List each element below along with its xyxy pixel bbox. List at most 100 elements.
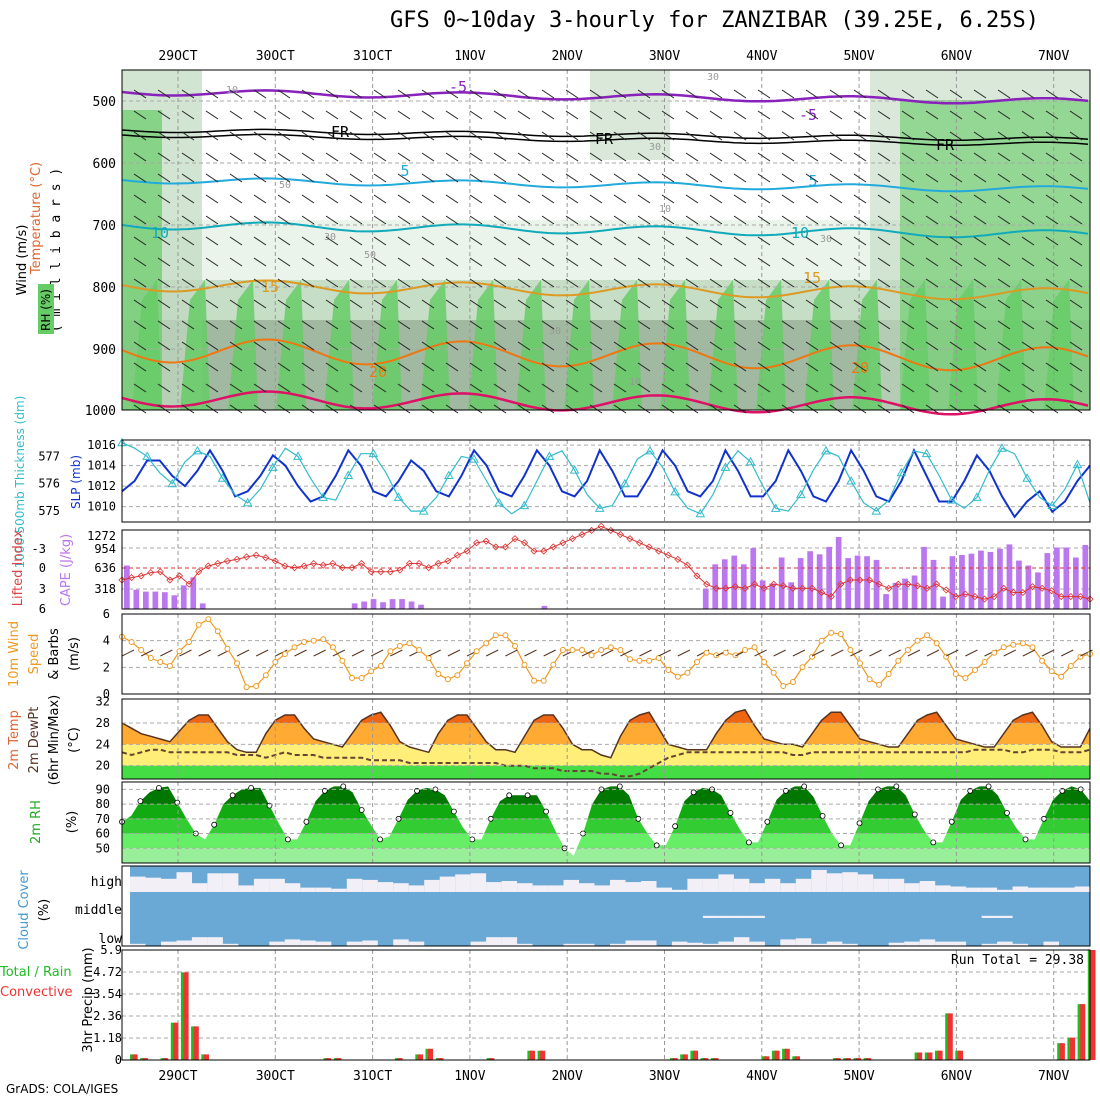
wind-barb (949, 362, 963, 372)
wind-speed-point (933, 640, 940, 647)
wind-speed-point (281, 651, 288, 657)
surface-wind-barb (946, 649, 959, 657)
wind-axis-label-4: (m/s) (67, 637, 82, 671)
precip-total-bar (761, 1056, 767, 1060)
wind-barb (877, 110, 891, 120)
cloud-axis-label: Cloud Cover (17, 870, 32, 950)
wind-barb (469, 173, 483, 183)
wind-barb (325, 383, 339, 393)
temp-contour-label: 30 (549, 326, 561, 337)
wind-barb (181, 152, 195, 162)
temp-contour-label: 50 (364, 250, 376, 261)
wind-barb (517, 236, 531, 246)
wind-barb (277, 278, 291, 288)
precip-convective-bar (856, 1058, 862, 1060)
wind-barb (973, 131, 987, 141)
wind-barb (133, 89, 147, 99)
wind-speed-point (789, 679, 796, 685)
date-label-top: 3NOV (649, 49, 680, 64)
cloud-high-bar (795, 878, 812, 892)
lifted-index-point (856, 576, 864, 584)
wind-barb (637, 89, 651, 99)
precip-tick-label: 3.54 (93, 987, 122, 1001)
cape-bar (949, 556, 956, 609)
wind-barb (829, 341, 843, 351)
rh-point (137, 798, 144, 804)
thickness-point (1072, 459, 1083, 469)
wind-barb (685, 257, 699, 267)
wind-barb (373, 215, 387, 225)
wind-barb (349, 173, 363, 183)
wind-barb (157, 404, 171, 414)
wind-barb (805, 89, 819, 99)
cape-bar (816, 554, 823, 609)
cape-bar (1016, 560, 1022, 609)
wind-barb (829, 152, 843, 162)
cloud-low-bar (486, 937, 502, 946)
thickness-tick-label: 575 (38, 504, 60, 518)
wind-barb (997, 194, 1011, 204)
date-label-top: 1NOV (454, 49, 485, 64)
wind-axis-label: Wind (m/s) (15, 225, 30, 296)
temp-contour-label: 30 (324, 232, 336, 243)
cloud-low-bar (284, 939, 301, 946)
wind-barb (493, 236, 507, 246)
cape-tick-label: 636 (94, 561, 116, 575)
cape-bar (826, 546, 832, 609)
wind-barb (925, 299, 939, 309)
wind-barb (877, 404, 891, 414)
wind-barb (1069, 194, 1083, 204)
surface-wind-barb (792, 649, 806, 657)
wind-barb (733, 383, 747, 393)
wind-speed-point (512, 643, 518, 649)
wind-barb (829, 362, 843, 372)
precip-convective-bar (336, 1058, 342, 1060)
wind-barb (205, 404, 219, 414)
wind-barb (637, 173, 651, 183)
cloud-high-bar (950, 886, 967, 892)
thickness-point (619, 478, 630, 488)
cloud-high-bar (362, 879, 378, 892)
wind-barb (661, 362, 675, 372)
cloud-low-bar (950, 941, 967, 946)
wind-barb (253, 278, 267, 288)
cloud-cover-area (130, 866, 1090, 946)
wind-barb (709, 299, 723, 309)
cape-bar (987, 551, 994, 609)
wind-barb (661, 299, 675, 309)
cloud-high-bar (501, 881, 518, 892)
thickness-tick-label: 576 (38, 477, 60, 491)
wind-barb (949, 404, 963, 414)
wind-barb (493, 320, 507, 330)
temp-contour-label: 30 (649, 142, 661, 153)
wind-barb (733, 404, 747, 414)
lifted-index-point (348, 564, 356, 572)
wind-barb (925, 362, 939, 372)
precip-convective-bar (693, 1050, 699, 1060)
wind-barb (1045, 362, 1059, 372)
wind-barb (157, 152, 171, 162)
cape-bar (778, 557, 785, 609)
cloud-high-bar (733, 878, 750, 892)
cloud-low-bar (346, 941, 363, 946)
wind-barb (805, 299, 819, 309)
lifted-index-point (961, 590, 969, 598)
wind-speed-point (128, 639, 135, 645)
wind-barb (349, 131, 363, 141)
cloud-low-bar (393, 939, 409, 946)
cloud-high-bar (888, 878, 905, 892)
wind-speed-point (176, 648, 183, 655)
wind-barb (997, 131, 1011, 141)
precip-total-bar (394, 1058, 400, 1060)
wind-barb (589, 257, 603, 267)
precip-convective-bar (183, 972, 189, 1060)
rh-frame (121, 781, 1091, 864)
wind-barb (781, 299, 795, 309)
cloud-middle-bar (997, 915, 1013, 918)
wind-barb (997, 152, 1011, 162)
wind-barb (133, 404, 147, 414)
wind-barb (733, 257, 747, 267)
cloud-high-bar (269, 878, 285, 892)
cloud-high-bar (408, 885, 425, 892)
wind-barb (133, 110, 147, 120)
